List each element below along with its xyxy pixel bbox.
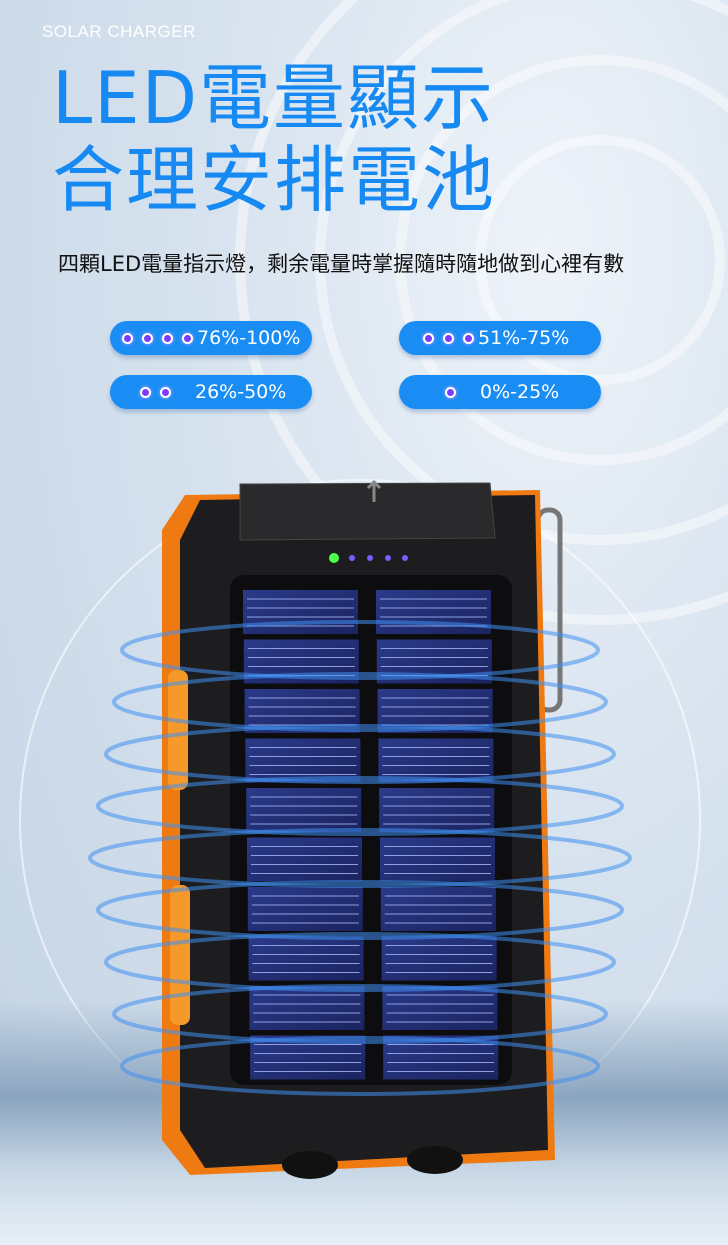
indicator-pill-0-25: 0%-25% xyxy=(399,375,601,409)
solar-cell xyxy=(243,590,358,634)
led-dots xyxy=(140,386,171,398)
solar-cell xyxy=(382,986,498,1030)
led-dots xyxy=(122,332,193,344)
indicator-pill-76-100: 76%-100% xyxy=(110,321,312,355)
solar-cell xyxy=(380,837,495,882)
indicator-pill-26-50: 26%-50% xyxy=(110,375,312,409)
swirl-ring xyxy=(112,672,608,732)
led-dots xyxy=(423,332,474,344)
swirl-ring xyxy=(96,776,624,836)
indicator-label: 0%-25% xyxy=(480,381,560,403)
indicator-pill-51-75: 51%-75% xyxy=(399,321,601,355)
solar-cell xyxy=(381,936,497,981)
solar-cell xyxy=(378,738,494,783)
swirl-ring xyxy=(96,880,624,940)
swirl-ring xyxy=(120,620,600,680)
swirl-ring xyxy=(104,932,616,992)
solar-cell xyxy=(246,788,362,832)
swirl-ring xyxy=(120,1036,600,1096)
swirl-ring xyxy=(112,984,608,1044)
solar-cell xyxy=(380,887,496,931)
led-dots xyxy=(445,386,456,398)
indicator-label: 76%-100% xyxy=(197,327,301,349)
headline-line-2: 合理安排電池 xyxy=(52,138,497,222)
solar-cell xyxy=(249,986,365,1030)
eyebrow-label: SOLAR CHARGER xyxy=(42,22,196,41)
solar-cell xyxy=(248,936,364,981)
solar-cell xyxy=(247,837,362,882)
subtitle: 四顆LED電量指示燈，剩余電量時掌握隨時隨地做到心裡有數 xyxy=(58,252,625,276)
solar-cell xyxy=(376,590,491,634)
solar-cell xyxy=(245,738,361,783)
swirl-ring xyxy=(88,828,632,888)
swirl-ring xyxy=(104,724,616,784)
solar-cell xyxy=(379,788,495,832)
indicator-label: 51%-75% xyxy=(478,327,570,349)
solar-cell xyxy=(247,887,363,931)
headline-line-1: LED電量顯示 xyxy=(52,56,496,140)
indicator-label: 26%-50% xyxy=(195,381,287,403)
